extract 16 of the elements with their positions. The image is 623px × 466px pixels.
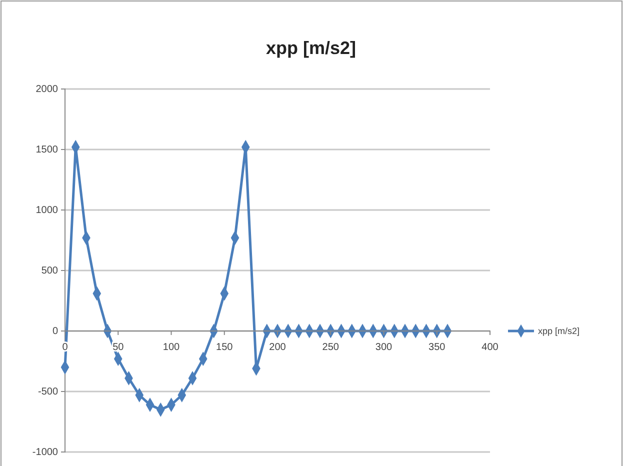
chart-title: xpp [m/s2] <box>266 38 356 58</box>
y-tick-label: 0 <box>52 326 58 338</box>
y-tick-label: 1000 <box>36 205 58 216</box>
x-tick-label: 150 <box>216 342 234 353</box>
y-tick-label: 1500 <box>36 144 58 156</box>
y-tick-label: -500 <box>38 386 58 398</box>
y-tick-label: 2000 <box>36 84 58 96</box>
x-tick-label: 200 <box>269 342 286 353</box>
x-tick-label: 100 <box>162 342 180 353</box>
x-tick-label: 250 <box>322 342 340 353</box>
x-tick-label: 350 <box>428 342 446 353</box>
y-tick-label: -1000 <box>32 447 58 458</box>
x-tick-label: 300 <box>375 342 393 353</box>
legend-label: xpp [m/s2] <box>538 326 580 336</box>
y-tick-label: 500 <box>41 266 58 277</box>
x-tick-label: 400 <box>482 342 499 353</box>
